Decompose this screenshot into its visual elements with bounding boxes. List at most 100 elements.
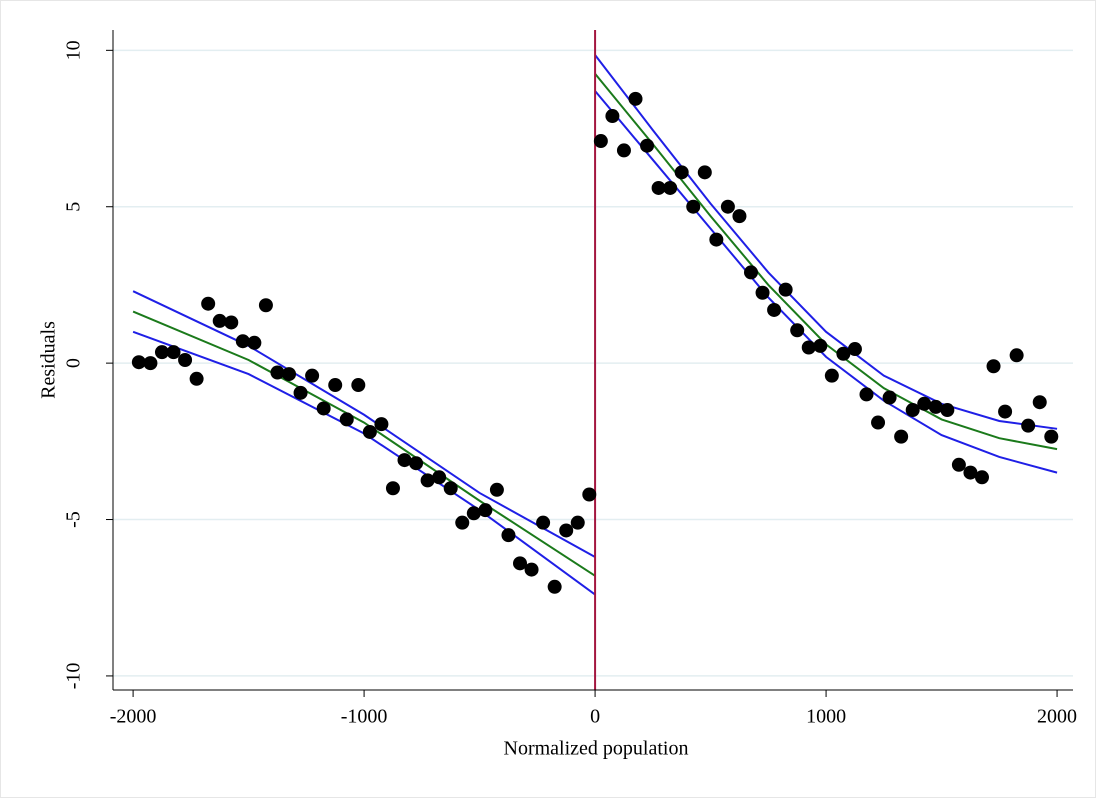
data-point — [917, 396, 932, 411]
data-point — [166, 345, 181, 360]
data-point — [154, 345, 169, 360]
data-point — [282, 367, 297, 382]
data-point — [582, 487, 597, 502]
axes: -10 -5 0 5 10 -2000 -1000 0 1000 2000 — [63, 30, 1077, 728]
data-point — [674, 165, 689, 180]
data-point — [409, 456, 424, 471]
data-point — [443, 481, 458, 496]
data-point — [189, 371, 204, 386]
data-point — [998, 404, 1013, 419]
data-point — [432, 470, 447, 485]
data-point — [813, 338, 828, 353]
data-point — [1044, 429, 1059, 444]
data-point — [709, 232, 724, 247]
data-point — [397, 453, 412, 468]
x-tick-label: 1000 — [806, 706, 846, 728]
data-point — [293, 385, 308, 400]
data-point — [1009, 348, 1024, 363]
data-point — [339, 412, 354, 427]
data-point — [640, 138, 655, 153]
data-point — [178, 353, 193, 367]
x-tick-label: -2000 — [110, 706, 157, 728]
data-point — [570, 515, 585, 530]
data-point — [767, 302, 782, 317]
data-point — [905, 403, 920, 418]
data-point — [859, 387, 874, 402]
data-point — [270, 365, 285, 380]
data-point — [651, 180, 666, 195]
plot-marks — [131, 30, 1059, 690]
data-point — [605, 109, 620, 124]
data-point — [824, 368, 839, 383]
data-point — [778, 282, 793, 297]
y-tick-label: 10 — [63, 40, 85, 60]
data-point — [328, 378, 343, 393]
data-point — [547, 579, 562, 594]
data-point — [928, 399, 943, 414]
data-point — [478, 503, 493, 518]
data-point — [836, 346, 851, 361]
data-point — [224, 315, 239, 330]
data-point — [1032, 395, 1047, 410]
fit-line — [594, 54, 1058, 430]
data-point — [697, 165, 712, 180]
x-axis-title: Normalized population — [504, 738, 689, 760]
data-point — [732, 209, 747, 224]
fit-line — [132, 310, 596, 577]
data-point — [258, 298, 273, 313]
data-point — [489, 482, 504, 497]
data-point — [374, 417, 389, 432]
y-axis-title: Residuals — [38, 321, 60, 399]
data-point — [847, 342, 862, 357]
data-point — [559, 523, 574, 538]
data-point — [790, 323, 805, 338]
data-point — [212, 313, 227, 328]
data-point — [466, 506, 481, 521]
data-point — [616, 143, 631, 158]
data-point — [663, 180, 678, 195]
data-point — [143, 356, 158, 371]
data-point — [986, 359, 1001, 374]
data-point — [963, 465, 978, 480]
data-point — [131, 355, 146, 370]
data-point — [755, 285, 770, 300]
fit-line — [132, 290, 596, 558]
data-point — [628, 91, 643, 106]
data-point — [420, 473, 435, 488]
y-tick-label: -5 — [63, 511, 85, 528]
x-tick-label: 0 — [590, 706, 600, 728]
data-point — [455, 515, 470, 530]
data-point — [351, 378, 366, 393]
plot-area — [113, 30, 1073, 690]
y-tick-label: 0 — [63, 358, 85, 368]
data-point — [743, 265, 758, 280]
data-point — [720, 199, 735, 214]
data-point — [686, 199, 701, 214]
data-point — [385, 481, 400, 496]
data-point — [1021, 418, 1036, 433]
data-point — [894, 429, 909, 444]
data-point — [247, 335, 262, 350]
y-tick-label: -10 — [63, 663, 85, 690]
data-point — [513, 556, 528, 571]
data-point — [940, 403, 955, 418]
data-point — [536, 515, 551, 530]
grid — [113, 30, 1073, 690]
data-point — [593, 134, 608, 149]
y-tick-label: 5 — [63, 202, 85, 212]
data-point — [201, 296, 216, 311]
data-point — [882, 390, 897, 405]
data-point — [316, 401, 331, 416]
data-point — [801, 340, 816, 355]
data-point — [362, 424, 377, 439]
data-point — [235, 334, 250, 349]
data-point — [871, 415, 886, 430]
data-point — [524, 562, 539, 577]
data-point — [974, 470, 989, 485]
x-tick-label: -1000 — [341, 706, 388, 728]
data-point — [951, 457, 966, 472]
data-point — [501, 528, 516, 543]
x-tick-label: 2000 — [1037, 706, 1077, 728]
